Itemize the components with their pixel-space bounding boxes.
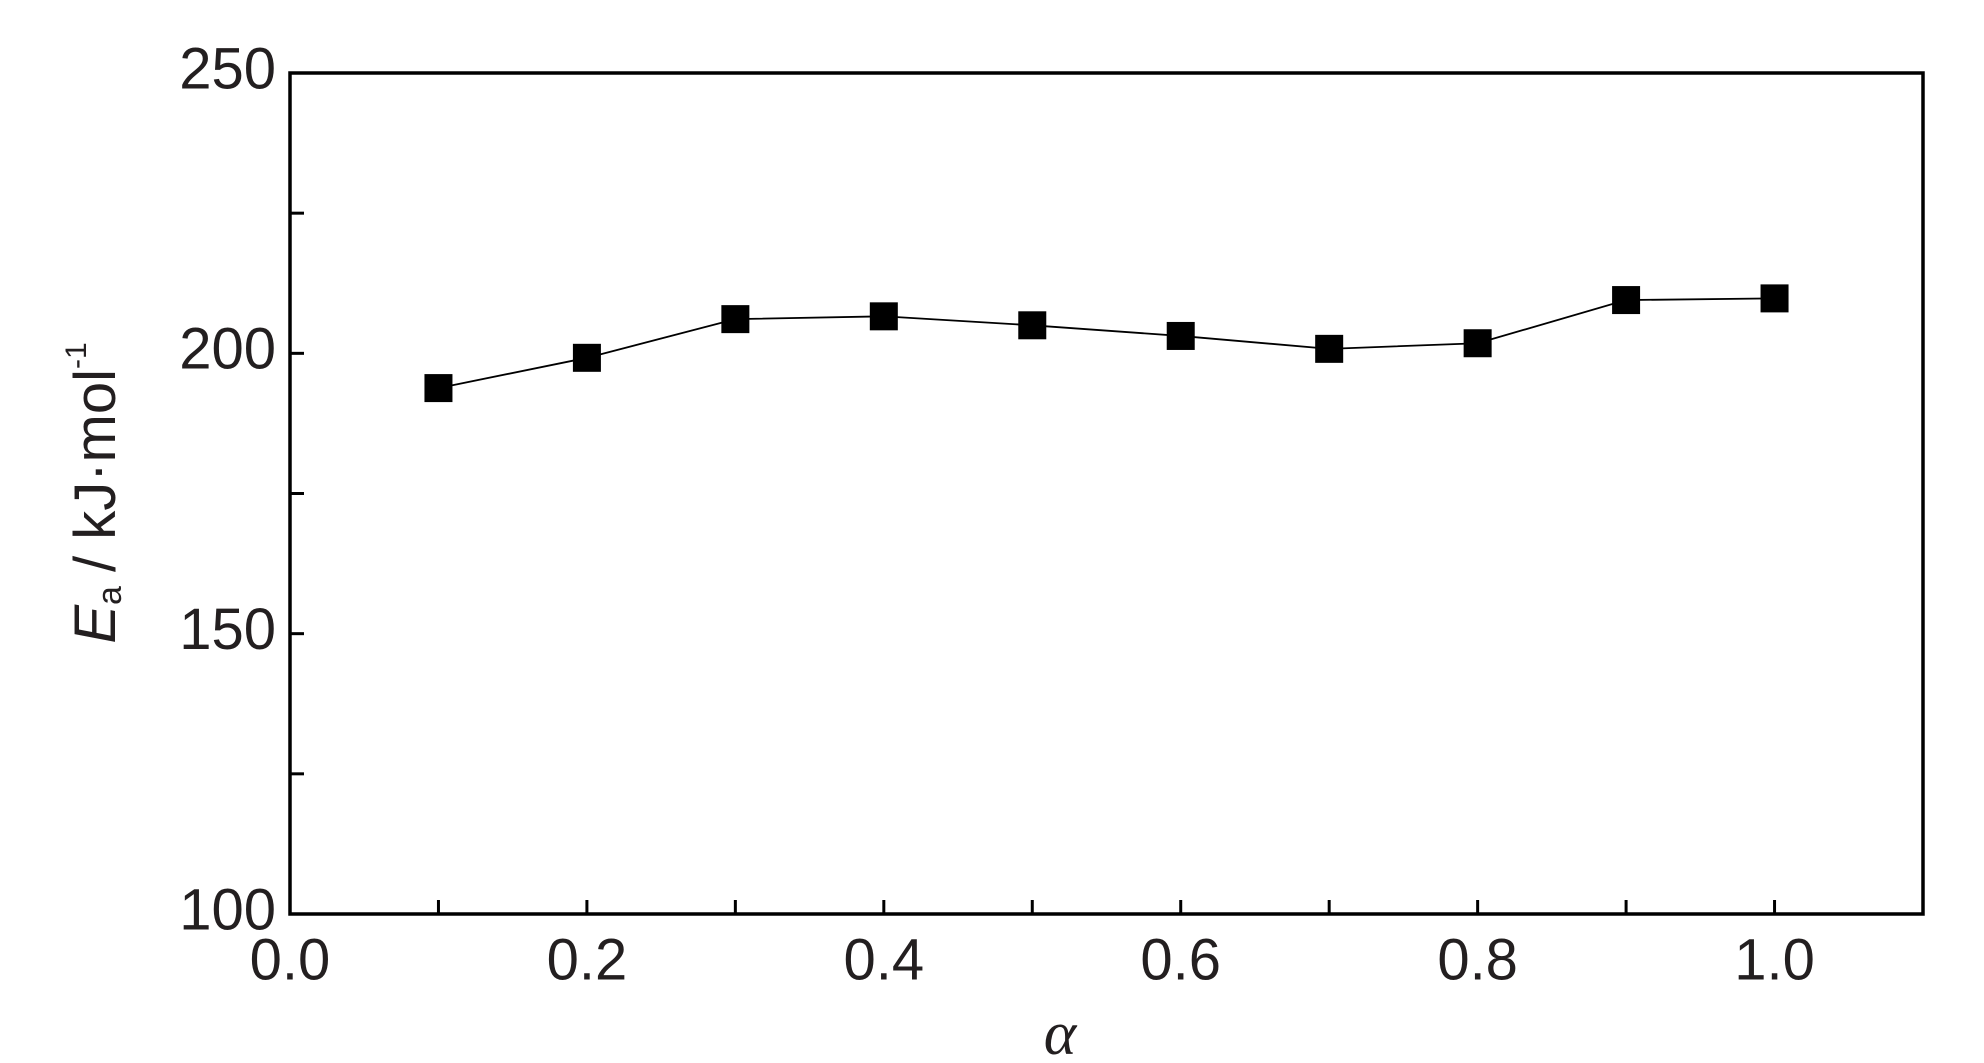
y-label-superscript: -1 bbox=[60, 342, 93, 369]
marker bbox=[721, 305, 750, 334]
x-tick-label: 0.8 bbox=[1437, 927, 1518, 992]
marker bbox=[1166, 321, 1195, 350]
marker bbox=[1760, 284, 1789, 313]
x-tick-label: 0.6 bbox=[1140, 927, 1221, 992]
plot-frame bbox=[288, 71, 1925, 916]
y-tick-label: 100 bbox=[179, 877, 276, 942]
marker bbox=[572, 343, 601, 372]
x-tick-label: 1.0 bbox=[1734, 927, 1815, 992]
marker bbox=[1463, 329, 1492, 358]
x-axis-label: α bbox=[1044, 1000, 1078, 1063]
y-tick-label: 200 bbox=[179, 317, 276, 382]
y-tick-label: 150 bbox=[179, 597, 276, 662]
marker bbox=[424, 374, 453, 403]
marker bbox=[869, 302, 898, 331]
marker bbox=[1018, 311, 1047, 340]
data-line bbox=[438, 297, 1775, 389]
marker bbox=[1612, 286, 1641, 315]
y-axis-label: Ea / kJ·mol-1 bbox=[60, 342, 129, 643]
y-label-unit: / kJ·mol bbox=[63, 369, 128, 572]
x-tick-label: 0.4 bbox=[843, 927, 924, 992]
x-tick-label: 0.2 bbox=[547, 927, 628, 992]
y-label-symbol: E bbox=[63, 604, 128, 644]
marker bbox=[1315, 334, 1344, 363]
x-tick-label: 0.0 bbox=[250, 927, 331, 992]
y-tick-label: 250 bbox=[179, 36, 276, 101]
y-label-subscript: a bbox=[91, 586, 129, 605]
